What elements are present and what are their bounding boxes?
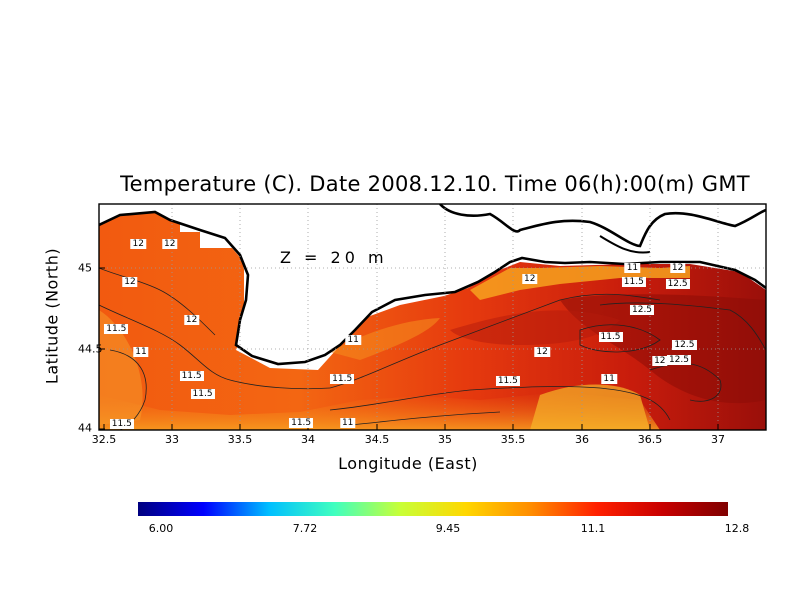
x-tick-label: 36.5 [637,433,663,446]
crimea-land [99,204,766,364]
contour-label: 11 [624,263,641,273]
y-axis-label: Latitude (North) [42,247,62,385]
x-tick-label: 33.5 [227,433,253,446]
contour-label: 11 [339,417,356,428]
contour-label: 11.5 [495,375,520,386]
sea-central-orange [330,318,440,360]
x-tick-label: 36 [575,433,589,446]
colorbar-tick-label: 12.8 [724,522,750,535]
colorbar [138,502,728,516]
x-tick-label: 32.5 [91,433,117,446]
contour-label: 12.5 [666,354,691,365]
colorbar-tick-label: 11.1 [580,522,606,535]
contour-label: 12 [534,346,550,357]
grid [99,204,766,430]
contour-label: 12 [122,277,138,288]
colorbar-tick-label: 6.00 [148,522,174,535]
colorbar-tick-label: 9.45 [435,522,461,535]
contour-label: 11 [133,346,149,357]
contour-label: 12.5 [629,304,655,315]
depth-label: Z = 20 m [280,248,388,267]
y-tick-label: 44 [78,421,92,435]
x-axis-label: Longitude (East) [338,454,478,473]
x-tick-label: 37 [711,433,725,446]
plot-frame [98,203,767,431]
x-tick-label: 33 [165,433,179,446]
sea-warm-band [99,392,660,430]
contour-label: 12 [183,314,200,325]
azov-coastline [439,204,766,248]
chart-title: Temperature (C). Date 2008.12.10. Time 0… [120,172,750,196]
x-tick-label: 34 [301,433,315,446]
sea-west-light [99,310,143,425]
contour-label: 11 [345,335,361,346]
crimea-coastline [99,210,766,366]
contour-label: 11.5 [598,332,623,343]
y-tick-label: 44.5 [78,342,103,356]
sea-field [99,204,766,430]
contour-label: 12 [652,356,668,367]
sea-dark-center [450,310,620,345]
contour-label: 11.5 [190,388,215,399]
x-tick-label: 35.5 [500,433,526,446]
contour-label: 11.5 [109,419,134,430]
contour-label: 11 [601,374,617,385]
contour-label: 12 [130,238,146,249]
contour-label: 12.5 [665,279,690,290]
kerch-coastline [599,235,651,254]
contour-label: 11.5 [104,324,129,335]
contour-label: 12 [161,238,178,249]
contour-label: 11.5 [621,277,646,288]
y-tick-label: 45 [78,261,92,275]
x-tick-label: 35 [438,433,452,446]
contour-label: 12 [669,263,686,273]
colorbar-tick-label: 7.72 [292,522,318,535]
contour-label: 12 [522,274,538,285]
sea-yellow-patch [530,384,650,430]
contour-label: 11.5 [289,417,314,428]
contour-label: 11.5 [330,374,355,385]
contour-label: 12.5 [672,340,697,351]
contour-label: 11.5 [179,370,204,381]
x-tick-label: 34.5 [364,433,390,446]
